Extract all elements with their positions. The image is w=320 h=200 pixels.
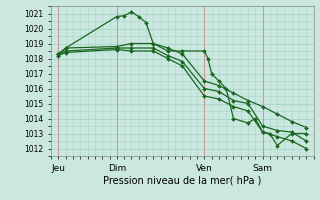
X-axis label: Pression niveau de la mer( hPa ): Pression niveau de la mer( hPa ) bbox=[103, 175, 261, 185]
